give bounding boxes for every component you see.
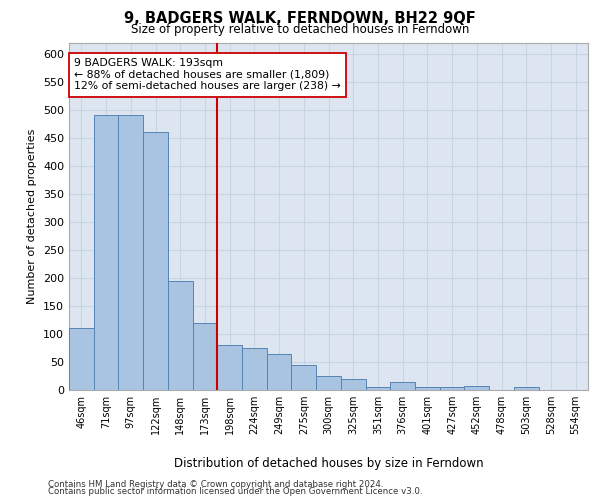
Bar <box>217 345 242 390</box>
Text: Contains HM Land Registry data © Crown copyright and database right 2024.: Contains HM Land Registry data © Crown c… <box>48 480 383 489</box>
Text: 9, BADGERS WALK, FERNDOWN, BH22 9QF: 9, BADGERS WALK, FERNDOWN, BH22 9QF <box>124 11 476 26</box>
Bar <box>464 386 489 390</box>
Bar <box>415 387 440 390</box>
Y-axis label: Number of detached properties: Number of detached properties <box>28 128 37 304</box>
Bar <box>341 379 365 390</box>
Bar <box>440 387 464 390</box>
Text: 9 BADGERS WALK: 193sqm
← 88% of detached houses are smaller (1,809)
12% of semi-: 9 BADGERS WALK: 193sqm ← 88% of detached… <box>74 58 341 92</box>
Text: Size of property relative to detached houses in Ferndown: Size of property relative to detached ho… <box>131 22 469 36</box>
Bar <box>193 322 217 390</box>
Bar <box>292 365 316 390</box>
Bar <box>316 376 341 390</box>
Bar <box>168 280 193 390</box>
Bar <box>267 354 292 390</box>
Bar <box>365 387 390 390</box>
Bar <box>390 382 415 390</box>
Bar <box>242 348 267 390</box>
Bar <box>143 132 168 390</box>
Text: Contains public sector information licensed under the Open Government Licence v3: Contains public sector information licen… <box>48 487 422 496</box>
Bar <box>94 116 118 390</box>
Bar <box>514 387 539 390</box>
Bar <box>69 328 94 390</box>
Bar <box>118 116 143 390</box>
Text: Distribution of detached houses by size in Ferndown: Distribution of detached houses by size … <box>174 458 484 470</box>
